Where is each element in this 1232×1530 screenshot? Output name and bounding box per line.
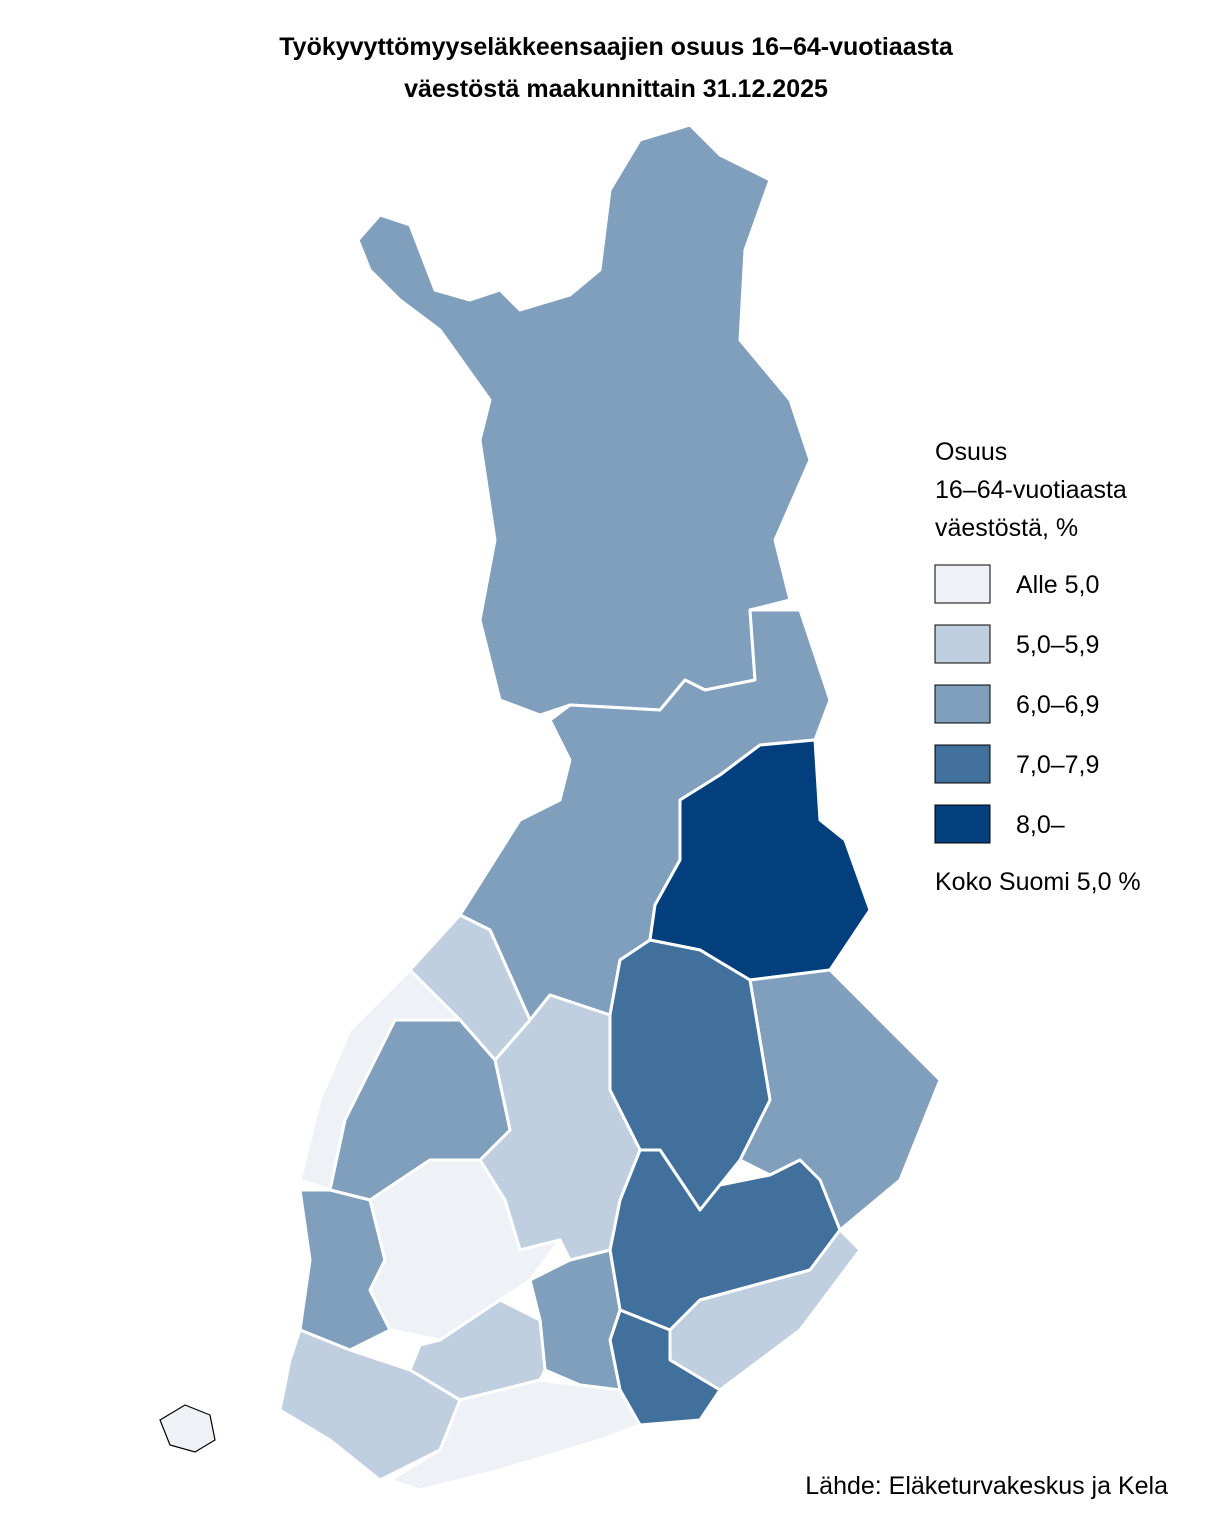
legend-swatch: [934, 684, 991, 724]
note: Koko Suomi 5,0 %: [935, 868, 1141, 896]
legend-swatch: [934, 804, 991, 844]
legend-label: Alle 5,0: [1016, 571, 1099, 599]
legend-swatch: [934, 624, 991, 664]
legend-label: 6,0–6,9: [1016, 691, 1099, 719]
region: [159, 1404, 216, 1453]
legend-label: 7,0–7,9: [1016, 751, 1099, 779]
legend-swatch: [934, 564, 991, 604]
region: [388, 1378, 642, 1492]
source: Lähde: Eläketurvakeskus ja Kela: [805, 1472, 1168, 1500]
legend-swatch: [934, 744, 991, 784]
title-line: väestöstä maakunnittain 31.12.2025: [404, 75, 828, 103]
legend-label: 5,0–5,9: [1016, 631, 1099, 659]
legend-title: väestöstä, %: [935, 514, 1078, 542]
title-line: Työkyvyttömyyseläkkeensaajien osuus 16–6…: [279, 33, 954, 61]
legend: Osuus 16–64-vuotiaasta väestöstä, % Alle 5,…: [934, 438, 1127, 844]
legend-label: 8,0–: [1016, 811, 1065, 839]
region: [356, 123, 812, 717]
legend-title: 16–64-vuotiaasta: [935, 476, 1127, 504]
region: [368, 1158, 562, 1342]
legend-title: Osuus: [935, 438, 1007, 466]
region: [278, 1328, 462, 1482]
regions: [159, 123, 942, 1492]
